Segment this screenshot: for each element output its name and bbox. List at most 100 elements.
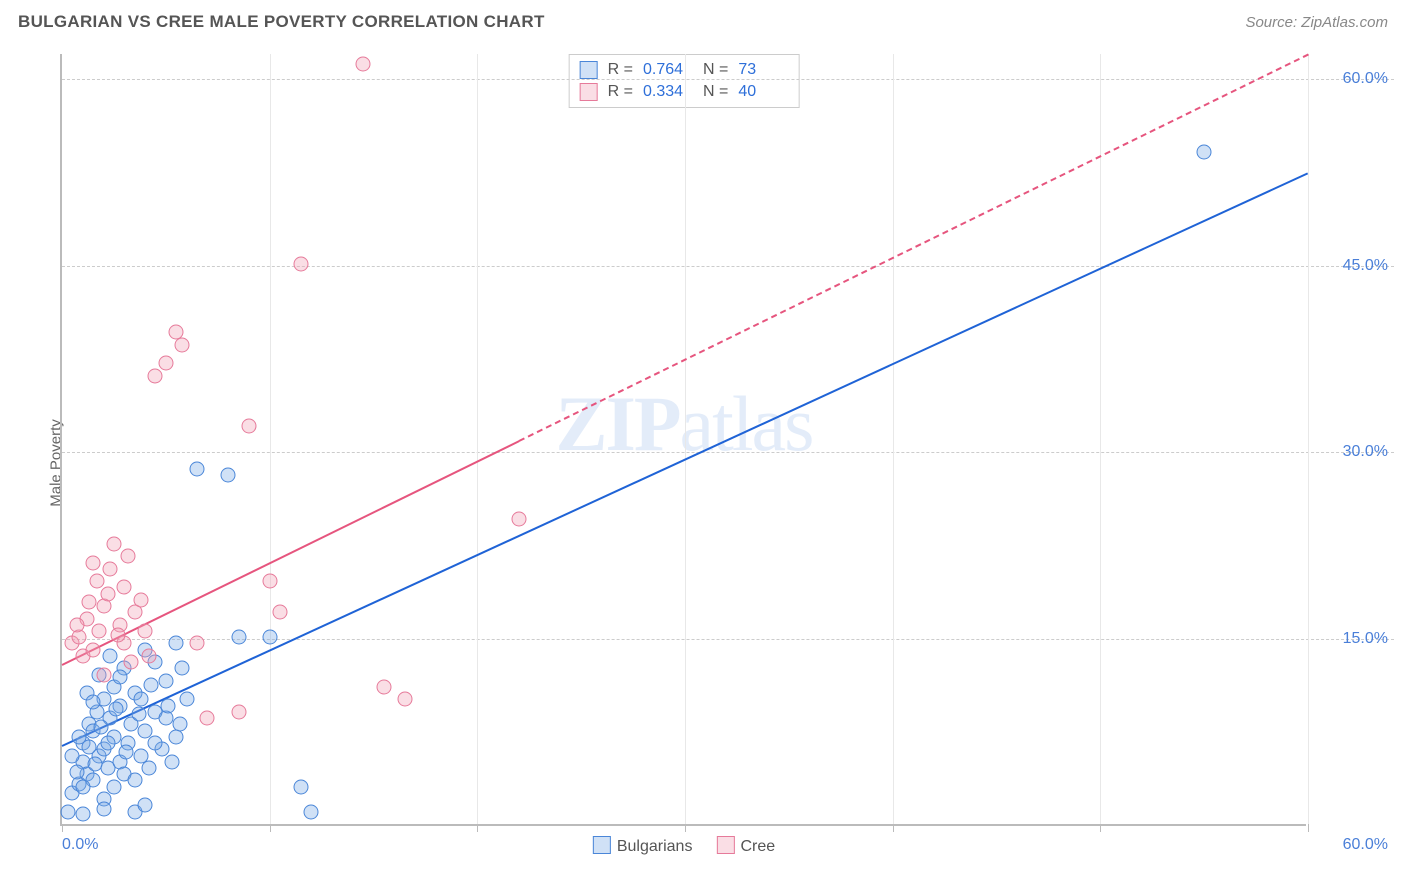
legend-stat-row: R =0.334N =40	[580, 81, 789, 103]
x-tick-label-right: 60.0%	[1343, 836, 1388, 854]
scatter-point	[158, 673, 173, 688]
gridline-v	[1100, 54, 1101, 824]
scatter-point	[169, 636, 184, 651]
x-tick	[1100, 824, 1101, 832]
gridline-v	[270, 54, 271, 824]
legend-n-value: 73	[738, 61, 788, 79]
scatter-point	[90, 574, 105, 589]
scatter-point	[75, 779, 90, 794]
trend-line	[518, 54, 1308, 442]
scatter-point	[142, 760, 157, 775]
scatter-point	[106, 779, 121, 794]
scatter-point	[160, 698, 175, 713]
gridline-v	[685, 54, 686, 824]
gridline-h	[62, 79, 1394, 80]
scatter-point	[96, 802, 111, 817]
scatter-point	[94, 719, 109, 734]
scatter-point	[86, 642, 101, 657]
legend-swatch	[716, 836, 734, 854]
scatter-point	[241, 418, 256, 433]
y-tick-label: 30.0%	[1343, 443, 1388, 461]
scatter-point	[179, 692, 194, 707]
scatter-point	[108, 702, 123, 717]
scatter-point	[75, 807, 90, 822]
y-tick-label: 15.0%	[1343, 630, 1388, 648]
scatter-point	[231, 704, 246, 719]
scatter-point	[200, 711, 215, 726]
scatter-point	[119, 744, 134, 759]
scatter-point	[231, 630, 246, 645]
scatter-point	[1197, 144, 1212, 159]
gridline-v	[893, 54, 894, 824]
scatter-point	[100, 736, 115, 751]
x-tick	[893, 824, 894, 832]
scatter-point	[148, 368, 163, 383]
legend-swatch	[580, 61, 598, 79]
scatter-point	[106, 536, 121, 551]
watermark: ZIPatlas	[556, 379, 813, 469]
y-tick-label: 60.0%	[1343, 70, 1388, 88]
scatter-point	[96, 667, 111, 682]
x-tick-label-left: 0.0%	[62, 836, 98, 854]
x-tick	[270, 824, 271, 832]
scatter-point	[121, 549, 136, 564]
legend-series-label: Cree	[740, 838, 775, 855]
scatter-point	[158, 356, 173, 371]
scatter-point	[69, 764, 84, 779]
scatter-point	[189, 636, 204, 651]
scatter-point	[92, 624, 107, 639]
scatter-point	[262, 630, 277, 645]
legend-swatch	[593, 836, 611, 854]
source-label: Source: ZipAtlas.com	[1245, 14, 1388, 31]
scatter-point	[262, 574, 277, 589]
scatter-point	[131, 707, 146, 722]
scatter-point	[86, 694, 101, 709]
gridline-h	[62, 452, 1394, 453]
scatter-point	[81, 739, 96, 754]
scatter-point	[117, 580, 132, 595]
scatter-point	[293, 779, 308, 794]
legend-stat-row: R =0.764N =73	[580, 59, 789, 81]
legend-series-item: Bulgarians	[593, 836, 693, 856]
scatter-point	[123, 655, 138, 670]
scatter-point	[165, 754, 180, 769]
scatter-point	[65, 748, 80, 763]
scatter-point	[304, 804, 319, 819]
chart-container: Male Poverty ZIPatlas R =0.764N =73R =0.…	[18, 44, 1396, 882]
x-tick	[477, 824, 478, 832]
scatter-point	[102, 648, 117, 663]
scatter-point	[127, 773, 142, 788]
gridline-v	[477, 54, 478, 824]
scatter-point	[173, 717, 188, 732]
scatter-point	[376, 680, 391, 695]
scatter-point	[175, 661, 190, 676]
gridline-h	[62, 266, 1394, 267]
scatter-point	[148, 736, 163, 751]
scatter-point	[113, 670, 128, 685]
scatter-point	[88, 757, 103, 772]
x-tick	[62, 824, 63, 832]
scatter-point	[142, 648, 157, 663]
legend-n-value: 40	[738, 83, 788, 101]
legend-n-label: N =	[703, 61, 728, 79]
gridline-v	[1308, 54, 1309, 824]
legend-swatch	[580, 83, 598, 101]
scatter-point	[133, 592, 148, 607]
scatter-point	[138, 624, 153, 639]
scatter-point	[69, 617, 84, 632]
scatter-point	[86, 555, 101, 570]
chart-title: BULGARIAN VS CREE MALE POVERTY CORRELATI…	[18, 12, 545, 32]
legend-n-label: N =	[703, 83, 728, 101]
scatter-point	[273, 605, 288, 620]
legend-r-label: R =	[608, 83, 633, 101]
legend-series: Bulgarians Cree	[593, 836, 775, 856]
x-tick	[685, 824, 686, 832]
legend-stats: R =0.764N =73R =0.334N =40	[569, 54, 800, 108]
scatter-point	[189, 462, 204, 477]
scatter-point	[293, 256, 308, 271]
scatter-point	[102, 561, 117, 576]
scatter-point	[511, 511, 526, 526]
legend-series-label: Bulgarians	[617, 838, 693, 855]
scatter-point	[397, 692, 412, 707]
scatter-point	[100, 586, 115, 601]
